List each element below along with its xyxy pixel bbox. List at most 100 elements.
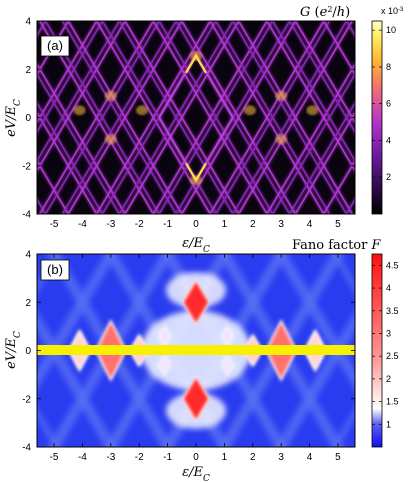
colorbar-tick-label: 3.5 xyxy=(386,306,399,316)
fano-diamond xyxy=(183,378,209,420)
y-tick-label: 0 xyxy=(25,346,31,357)
panel-b-x-ticks: -5 -4 -3 -2 -1 0 1 2 3 4 5 xyxy=(50,254,341,463)
panel-b-ylabel: eV/EC xyxy=(4,331,23,369)
colorbar-tick-label: 4 xyxy=(386,135,391,145)
x-tick-label: 0 xyxy=(193,219,199,230)
panel-a-y-ticks: -4 -2 0 2 4 xyxy=(22,17,355,221)
conductance-line xyxy=(95,21,212,214)
colorbar-tick-label: 4 xyxy=(386,283,391,293)
colorbar-tick-label: 4.5 xyxy=(386,260,399,270)
panel-a-xlabel: ε/EC xyxy=(182,236,210,255)
conductance-peak xyxy=(275,90,288,101)
colorbar-tick-label: 2 xyxy=(386,172,391,182)
panel-b-zero-bias-band xyxy=(37,345,355,355)
fano-diamond xyxy=(158,326,172,346)
panel-a-label-box xyxy=(40,35,70,57)
x-tick-label: -5 xyxy=(50,219,59,230)
x-tick-label: -4 xyxy=(78,219,87,230)
y-tick-label: -4 xyxy=(22,443,31,454)
panel-a-label: (a) xyxy=(47,38,63,53)
x-tick-label: 1 xyxy=(222,219,228,230)
panel-a-conductance-lines xyxy=(37,21,355,214)
conductance-line xyxy=(152,21,268,214)
conductance-line xyxy=(271,21,355,163)
y-tick-label: 4 xyxy=(25,17,31,28)
conductance-line xyxy=(37,159,70,214)
conductance-line xyxy=(322,159,355,214)
conductance-line xyxy=(322,21,355,76)
x-tick-label: 5 xyxy=(335,219,341,230)
conductance-line xyxy=(232,21,348,214)
y-tick-label: 2 xyxy=(25,298,31,309)
x-tick-label: 2 xyxy=(250,452,256,463)
panel-b-colorbar-ticks: 1 1.5 2 2.5 3 3.5 4 4.5 xyxy=(372,260,399,429)
conductance-line xyxy=(237,21,354,214)
y-tick-label: -4 xyxy=(22,210,31,221)
x-tick-label: -1 xyxy=(163,452,172,463)
conductance-line xyxy=(118,21,234,214)
panel-b-fano-map xyxy=(37,254,355,447)
x-tick-label: -1 xyxy=(163,219,172,230)
conductance-line xyxy=(288,21,355,134)
conductance-line xyxy=(124,21,240,214)
x-tick-label: 0 xyxy=(193,452,199,463)
y-tick-label: 4 xyxy=(25,250,31,261)
conductance-line xyxy=(158,21,274,214)
panel-a-ylabel: eV/EC xyxy=(4,99,23,137)
x-tick-label: -2 xyxy=(135,452,144,463)
conductance-peak xyxy=(104,134,117,145)
y-tick-label: 2 xyxy=(25,65,31,76)
x-tick-label: 3 xyxy=(278,219,284,230)
panel-a-colorbar-multiplier: x 10-3 xyxy=(381,6,404,16)
conductance-peak xyxy=(136,105,149,116)
panel-b-colorbar-title: Fano factor F xyxy=(292,238,381,253)
panel-a-line-layer xyxy=(37,21,355,214)
colorbar-tick-label: 2.5 xyxy=(386,351,399,361)
panel-b-label-box xyxy=(40,259,70,281)
fano-soft-band xyxy=(331,407,355,447)
fano-diamond xyxy=(220,355,234,375)
panel-a-colorbar-title: G (e2/h) xyxy=(300,5,350,21)
colorbar-tick-label: 6 xyxy=(386,99,391,109)
x-tick-label: 1 xyxy=(222,452,228,463)
x-tick-label: 4 xyxy=(307,219,313,230)
fano-diamond xyxy=(220,326,234,346)
colorbar-tick-label: 8 xyxy=(386,62,391,72)
x-tick-label: -2 xyxy=(135,219,144,230)
x-tick-label: -4 xyxy=(78,452,87,463)
y-tick-label: -2 xyxy=(22,161,31,172)
conductance-line xyxy=(209,21,325,214)
conductance-peak-edge xyxy=(185,53,207,74)
conductance-peak xyxy=(243,105,256,116)
conductance-line xyxy=(37,101,104,214)
conductance-line xyxy=(61,21,177,214)
y-tick-label: -2 xyxy=(22,394,31,405)
panel-b-label: (b) xyxy=(47,262,63,277)
x-tick-label: 2 xyxy=(250,219,256,230)
panel-a-colorbar-ticks: 2 4 6 8 10 xyxy=(372,25,396,182)
conductance-peak xyxy=(306,105,319,116)
x-tick-label: -5 xyxy=(50,452,59,463)
colorbar-tick-label: 2 xyxy=(386,374,391,384)
conductance-line xyxy=(180,21,297,214)
x-tick-label: -3 xyxy=(106,219,115,230)
fano-diamond xyxy=(158,355,172,375)
panel-a-colorbar xyxy=(371,20,383,215)
x-tick-label: -3 xyxy=(106,452,115,463)
fano-diamond xyxy=(183,281,209,323)
y-tick-label: 0 xyxy=(25,113,31,124)
conductance-line xyxy=(266,21,355,173)
colorbar-tick-label: 3 xyxy=(386,328,391,338)
conductance-peak-edge xyxy=(185,162,207,183)
colorbar-tick-label: 1 xyxy=(386,419,391,429)
conductance-peak xyxy=(73,105,86,116)
conductance-peak xyxy=(104,90,117,101)
x-tick-label: 5 xyxy=(335,452,341,463)
fano-soft-band xyxy=(37,407,61,447)
colorbar-tick-label: 10 xyxy=(386,25,396,35)
fano-soft-band xyxy=(331,254,355,294)
panel-b-colorbar xyxy=(371,253,383,448)
